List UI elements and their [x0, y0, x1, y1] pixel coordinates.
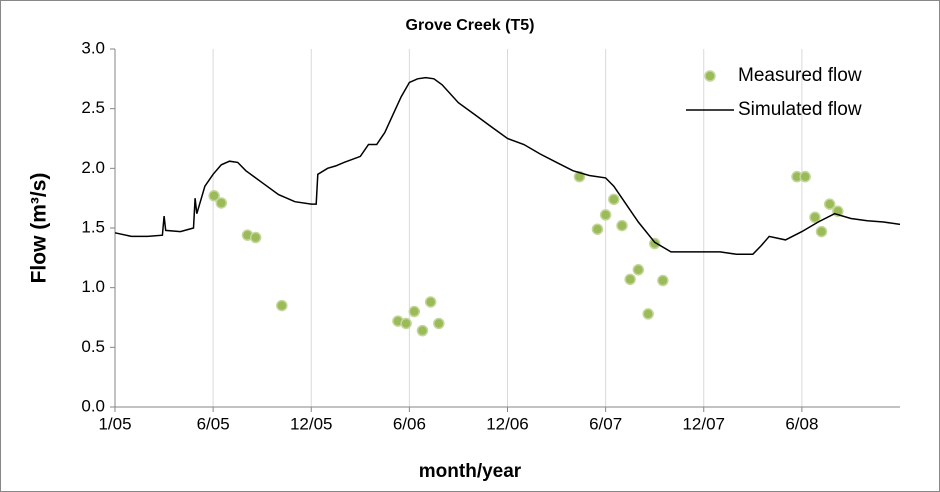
simulated-line [114, 76, 901, 256]
x-tick-label: 6/07 [589, 414, 622, 433]
y-tick-label: 2.0 [81, 158, 105, 177]
x-tick-label: 12/07 [682, 414, 725, 433]
measured-point [823, 198, 836, 210]
x-tick-label: 6/08 [785, 414, 818, 433]
measured-point [809, 211, 821, 224]
measured-point [657, 274, 669, 287]
legend-label: Measured flow [738, 65, 862, 86]
measured-point [400, 317, 412, 330]
y-tick-label: 1.5 [81, 217, 105, 236]
measured-point [433, 317, 445, 330]
measured-point [416, 324, 429, 337]
x-tick-label: 12/06 [486, 414, 529, 433]
measured-point [408, 305, 421, 318]
x-tick-label: 6/05 [197, 414, 230, 433]
measured-point [608, 193, 620, 206]
y-tick-label: 1.0 [81, 277, 105, 296]
legend-label: Simulated flow [738, 99, 862, 120]
measured-point [624, 273, 636, 286]
legend-marker [704, 70, 716, 82]
measured-point [591, 223, 604, 235]
measured-point [799, 170, 811, 183]
measured-point [249, 231, 262, 244]
y-tick-label: 0.5 [81, 337, 105, 356]
chart-title: Grove Creek (T5) [406, 17, 535, 34]
y-tick-label: 2.5 [81, 98, 105, 117]
y-tick-label: 3.0 [81, 38, 105, 57]
measured-point [648, 237, 661, 250]
measured-point [642, 308, 654, 320]
x-tick-label: 6/06 [393, 414, 426, 433]
measured-point [276, 299, 288, 312]
measured-point [573, 170, 586, 183]
measured-point [215, 197, 228, 209]
measured-point [424, 296, 437, 308]
y-axis-title: Flow (m³/s) [28, 173, 51, 284]
measured-point [599, 209, 612, 221]
x-axis-title: month/year [419, 461, 522, 482]
measured-point [208, 190, 220, 202]
x-tick-label: 1/05 [98, 414, 131, 433]
x-tick-label: 12/05 [290, 414, 333, 433]
y-tick-label: 0.0 [81, 396, 105, 415]
measured-point [815, 225, 828, 238]
measured-point [616, 219, 628, 232]
measured-point [632, 264, 645, 276]
